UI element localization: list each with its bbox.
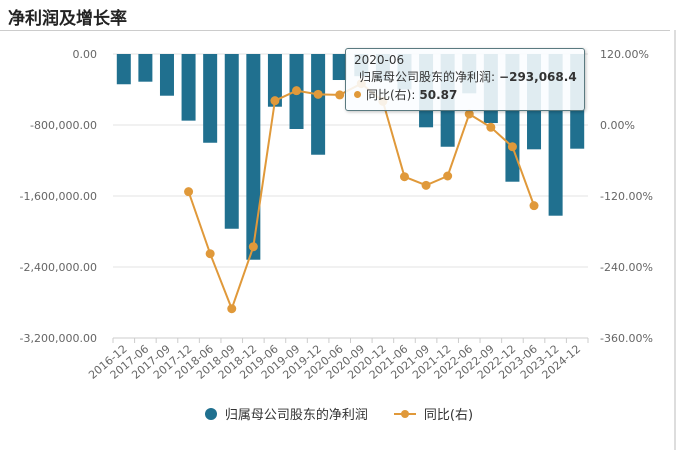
y-right-tick-label: -120.00% [600,190,653,203]
line-point [464,109,474,119]
y-left-tick-label: -2,400,000.00 [20,261,97,274]
legend-circle-icon [204,407,217,420]
y-right-tick-label: -360.00% [600,332,653,345]
line-point [529,201,539,211]
tooltip-series1-label: 归属母公司股东的净利润: [359,70,496,84]
title-divider [0,30,670,31]
tooltip-series2-value: 50.87 [419,87,458,102]
line-point [335,90,345,100]
bar [159,54,174,96]
legend-label: 同比(右) [423,408,474,423]
line-point [270,96,280,106]
line-series-dot-icon [354,91,361,98]
legend-line-icon [393,409,416,418]
tooltip-series2-label: 同比(右): [366,88,416,102]
chart-tooltip: 2020-06 归属母公司股东的净利润: −293,068.4 同比(右): 50.… [345,48,585,111]
line-point [399,172,409,182]
legend: 归属母公司股东的净利润 同比(右) [0,404,678,423]
line-point [248,242,258,252]
bar [246,54,261,260]
tooltip-series1-value: −293,068.4 [499,69,577,84]
line-point [507,142,517,152]
y-right-tick-label: 0.00% [600,119,635,132]
bar [203,54,218,143]
bar [116,54,131,85]
line-point [184,187,194,197]
bar [311,54,326,155]
y-right-tick-label: -240.00% [600,261,653,274]
chart-title: 净利润及增长率 [8,9,127,29]
bar [138,54,153,82]
line-point [443,171,453,181]
y-left-tick-label: -1,600,000.00 [20,190,97,203]
tooltip-category: 2020-06 [354,53,405,67]
y-left-tick-label: 0.00 [73,48,98,61]
y-right-tick-label: 120.00% [600,48,649,61]
legend-label: 归属母公司股东的净利润 [224,408,368,423]
line-point [421,180,431,190]
legend-item-yoy[interactable]: 同比(右) [393,404,474,423]
y-left-tick-label: -3,200,000.00 [20,332,97,345]
bar [224,54,239,229]
y-left-tick-label: -800,000.00 [30,119,97,132]
line-point [486,122,496,132]
line-point [227,304,237,314]
line-point [292,86,302,96]
legend-item-net-profit[interactable]: 归属母公司股东的净利润 [204,404,368,423]
scrollbar[interactable] [674,30,676,450]
bar [267,54,282,107]
line-point [313,89,323,99]
bar [332,54,347,81]
line-point [205,249,215,259]
bar [181,54,196,121]
